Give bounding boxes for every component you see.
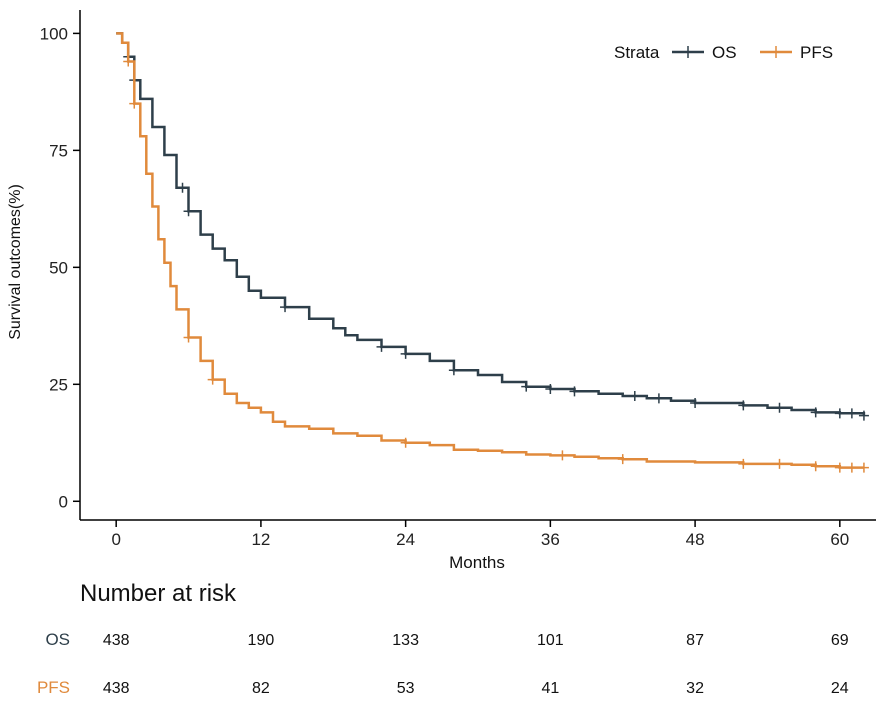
series-pfs <box>116 32 869 473</box>
censor-mark <box>280 302 291 313</box>
censor-mark <box>774 458 785 469</box>
risk-cell: 82 <box>252 680 270 697</box>
series-line-pfs <box>116 32 864 469</box>
y-axis-label: Survival outcomes(%) <box>7 184 24 340</box>
censor-mark <box>774 402 785 413</box>
censor-mark <box>183 332 194 343</box>
y-tick-label: 75 <box>49 141 68 160</box>
censor-mark <box>810 407 821 418</box>
series-line-os <box>116 32 866 416</box>
censor-mark <box>846 408 857 419</box>
risk-cell: 69 <box>830 632 849 649</box>
censor-mark <box>207 374 218 385</box>
censor-mark <box>123 56 134 67</box>
censor-mark <box>810 461 821 472</box>
x-axis-label: Months <box>449 553 505 572</box>
censor-mark <box>834 408 845 419</box>
censor-mark <box>569 386 580 397</box>
legend-title: Strata <box>614 43 660 62</box>
censor-mark <box>629 391 640 402</box>
censor-mark <box>858 410 869 421</box>
y-tick-label: 50 <box>49 258 68 277</box>
risk-cell: 133 <box>392 632 419 649</box>
censor-mark <box>834 462 845 473</box>
y-tick-label: 0 <box>59 492 68 511</box>
censor-mark <box>376 341 387 352</box>
y-tick-label: 25 <box>49 375 68 394</box>
censor-mark <box>545 383 556 394</box>
censor-mark <box>738 458 749 469</box>
risk-cell: 101 <box>537 632 564 649</box>
risk-cell: 41 <box>541 680 560 697</box>
censor-mark <box>400 348 411 359</box>
legend-item-pfs: PFS <box>800 43 833 62</box>
x-tick-label: 36 <box>541 530 560 549</box>
y-tick-label: 100 <box>40 24 68 43</box>
risk-row-label-pfs: PFS <box>36 678 70 697</box>
series-os <box>116 32 869 421</box>
risk-row-label-os: OS <box>45 630 70 649</box>
x-tick-label: 12 <box>251 530 270 549</box>
x-tick-label: 24 <box>396 530 415 549</box>
risk-cell: 87 <box>686 632 704 649</box>
risk-cell: 438 <box>102 680 130 697</box>
risk-table-title: Number at risk <box>80 580 237 607</box>
censor-mark <box>183 206 194 217</box>
censor-mark <box>858 462 869 473</box>
x-tick-label: 60 <box>830 530 849 549</box>
series-group <box>116 32 869 473</box>
risk-cell: 53 <box>396 680 415 697</box>
censor-mark <box>557 450 568 461</box>
censor-mark <box>177 182 188 193</box>
censor-mark <box>129 98 140 109</box>
risk-cell: 190 <box>247 632 275 649</box>
legend: Strata OS PFS <box>614 43 833 62</box>
censor-mark <box>846 462 857 473</box>
censor-mark <box>400 437 411 448</box>
risk-cell: 24 <box>830 680 849 697</box>
censor-mark <box>617 454 628 465</box>
km-plot: 0 12 24 36 48 60 0 25 50 75 100 Strata OS PFS Months… <box>7 10 876 572</box>
risk-cell: 32 <box>686 680 704 697</box>
x-tick-label: 48 <box>686 530 705 549</box>
censor-mark <box>653 393 664 404</box>
censor-mark <box>448 365 459 376</box>
legend-item-os: OS <box>712 43 737 62</box>
risk-cell: 438 <box>102 632 130 649</box>
x-tick-label: 0 <box>111 530 120 549</box>
axes: 0 12 24 36 48 60 0 25 50 75 100 <box>40 10 876 549</box>
censor-mark <box>738 400 749 411</box>
censor-mark <box>521 381 532 392</box>
censor-mark <box>690 398 701 409</box>
